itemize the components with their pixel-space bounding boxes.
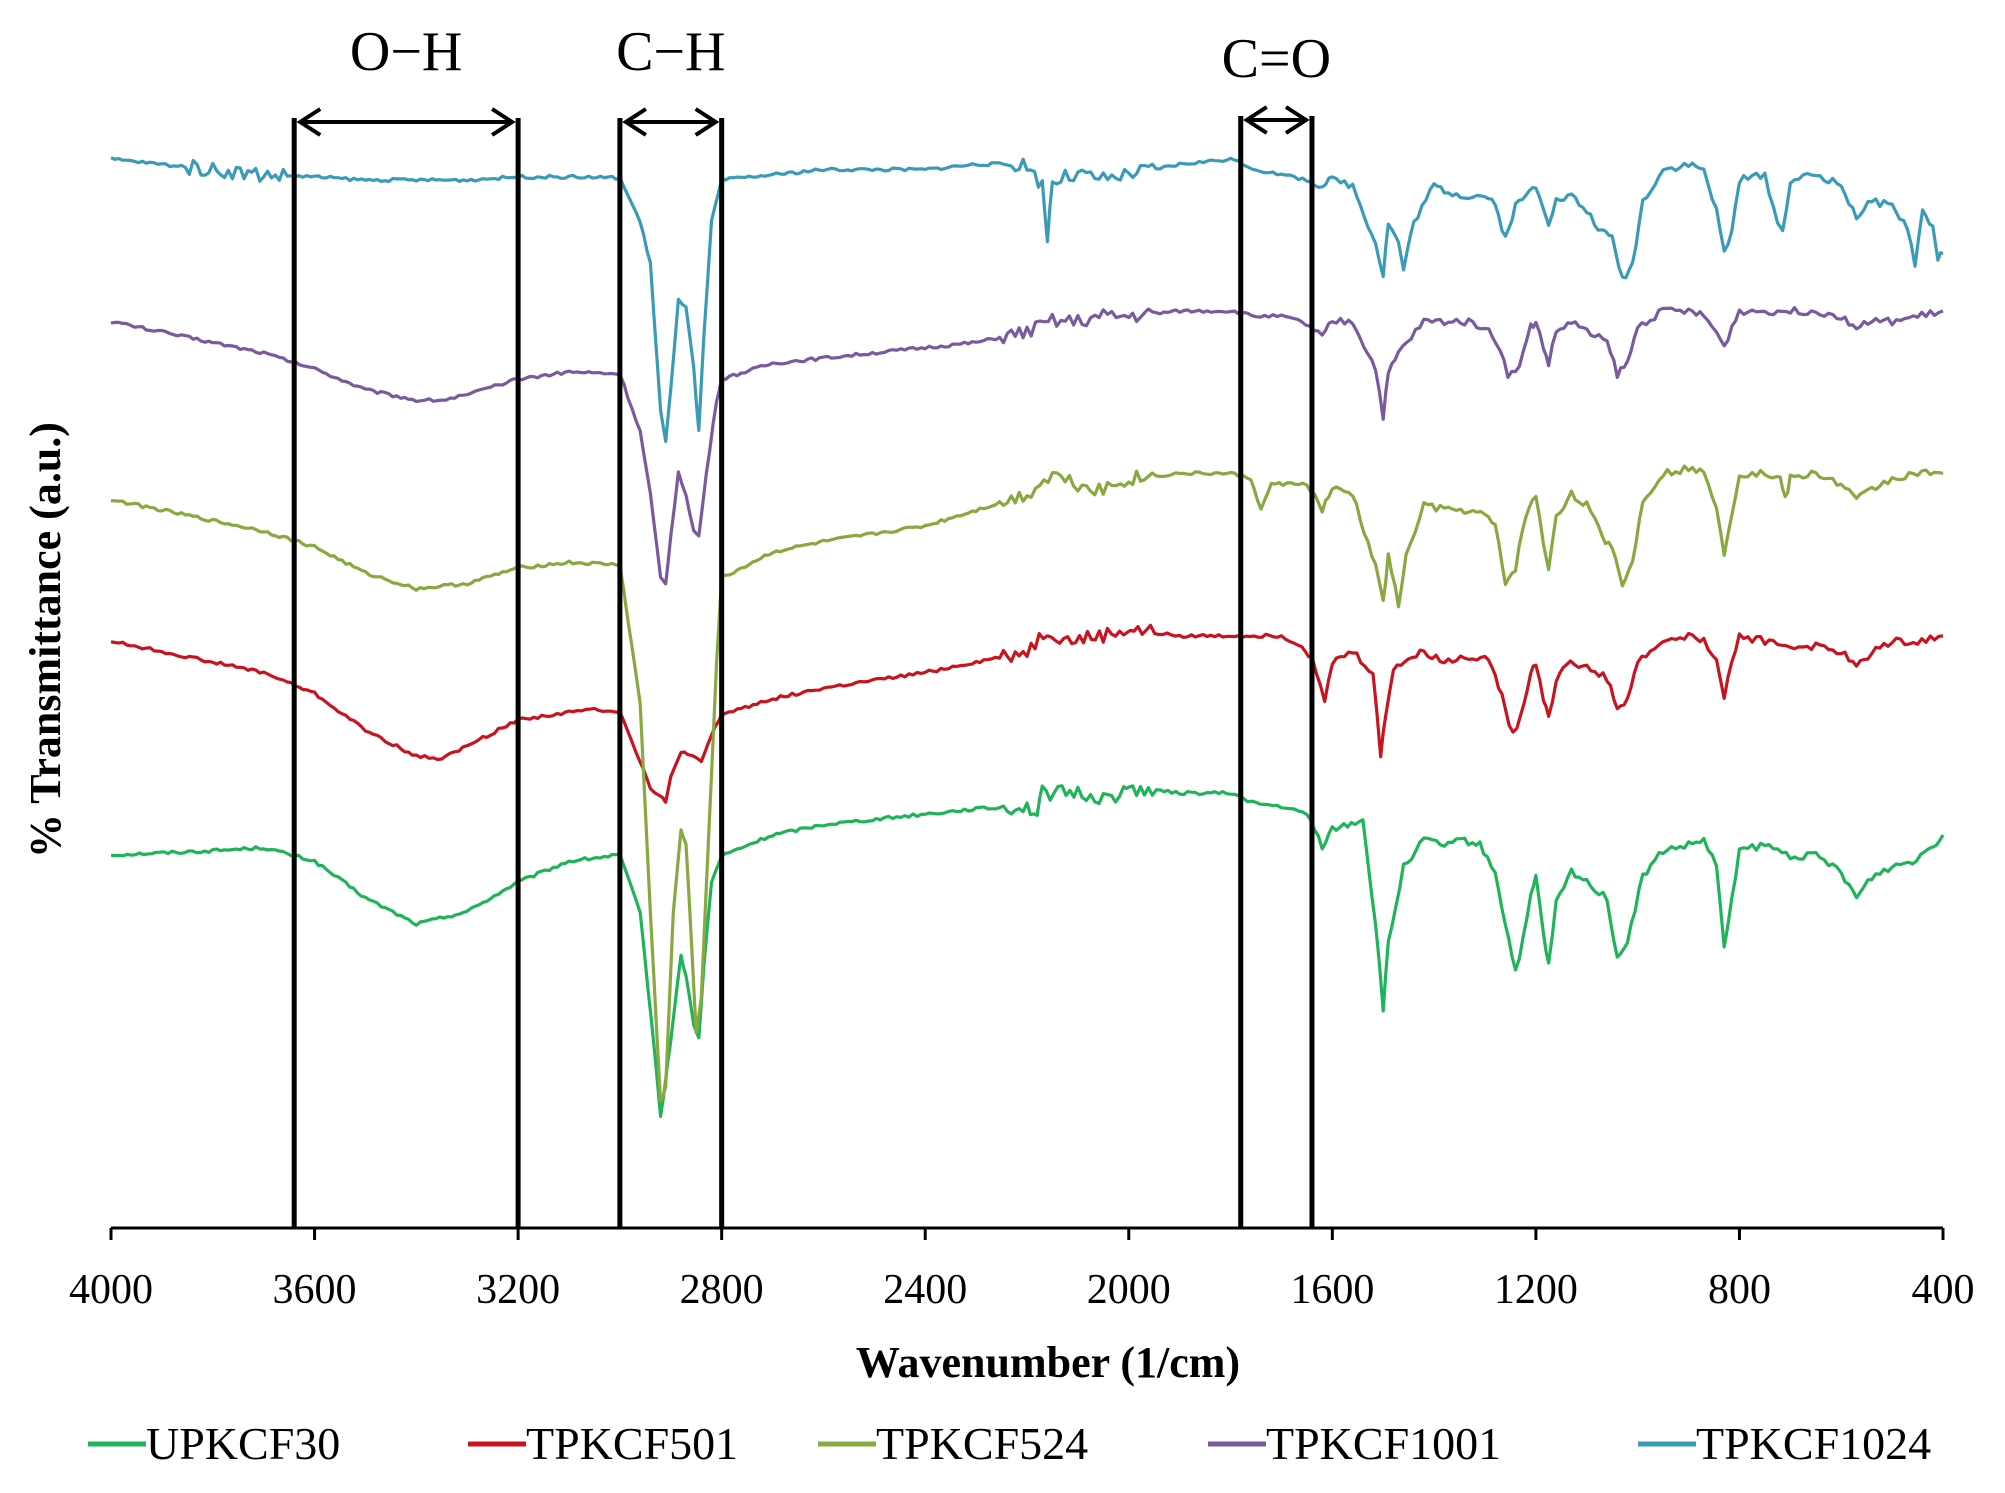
series-line-upkcf30 — [110, 784, 1945, 1119]
region-arrow-head-left — [1243, 105, 1268, 135]
region-label: O−H — [350, 21, 462, 83]
x-tick-label: 3600 — [273, 1267, 357, 1313]
legend-label-tpkcf524: TPKCF524 — [876, 1418, 1088, 1469]
x-tick-label: 2800 — [680, 1267, 764, 1313]
x-tick-label: 4000 — [69, 1267, 153, 1313]
legend-label-tpkcf501: TPKCF501 — [526, 1418, 738, 1469]
region-arrow-head-left — [296, 107, 322, 137]
x-tick-label: 1600 — [1290, 1267, 1374, 1313]
series-line-tpkcf501 — [110, 623, 1944, 804]
x-axis: 4000 3600 3200 2800 2400 2000 1600 1200 800 400 — [69, 1226, 1975, 1313]
series-line-tpkcf1024 — [110, 156, 1944, 443]
legend-label-tpkcf1001: TPKCF1001 — [1266, 1418, 1501, 1469]
legend-label-tpkcf1024: TPKCF1024 — [1696, 1418, 1931, 1469]
legend-label-upkcf30: UPKCF30 — [146, 1418, 340, 1469]
x-tick-label: 2000 — [1087, 1267, 1171, 1313]
series-line-tpkcf1001 — [110, 306, 1944, 586]
x-tick-label: 3200 — [476, 1267, 560, 1313]
region-layer: O−H C−H C=O — [291, 21, 1331, 1228]
series-layer — [110, 156, 1945, 1119]
x-tick-label: 800 — [1708, 1267, 1771, 1313]
x-axis-title: Wavenumber (1/cm) — [856, 1338, 1240, 1387]
x-tick-label: 2400 — [883, 1267, 967, 1313]
y-axis-title: % Transmittance (a.u.) — [21, 422, 70, 858]
region-arrow-head-left — [622, 107, 647, 137]
region-arrow-head-right — [491, 107, 516, 137]
x-tick-label: 400 — [1912, 1267, 1975, 1313]
legend: UPKCF30 TPKCF501 TPKCF524 TPKCF1001 TPKCF102… — [88, 1418, 1931, 1469]
x-tick-label: 1200 — [1494, 1267, 1578, 1313]
region-arrow-head-right — [1284, 105, 1310, 135]
series-line-tpkcf524 — [111, 464, 1944, 1103]
region-arrow-head-right — [694, 107, 720, 137]
region-label: C=O — [1222, 28, 1331, 90]
region-label: C−H — [616, 21, 725, 83]
